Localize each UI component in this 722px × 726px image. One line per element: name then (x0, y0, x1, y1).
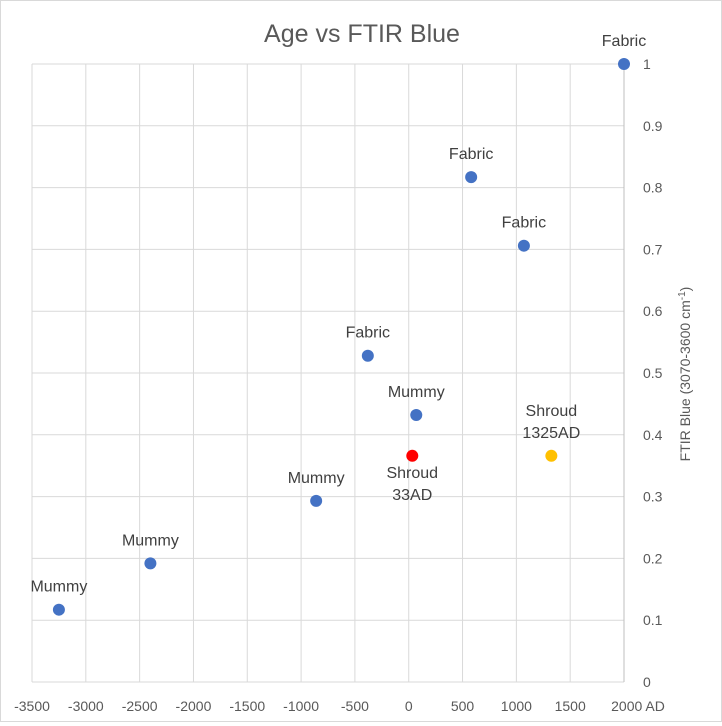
point-labels: Mummy Mummy Mummy Mummy Shroud 33AD Fabric Shro… (30, 33, 646, 596)
data-point (310, 494, 323, 507)
data-points (52, 58, 630, 616)
y-axis-title-suffix: ) (677, 287, 693, 292)
x-tick-label: -3000 (68, 698, 104, 714)
data-point-label: Shroud (386, 465, 438, 482)
data-point-label: Shroud (526, 403, 578, 420)
data-point-label: Fabric (602, 33, 646, 50)
y-tick-label: 0 (643, 674, 651, 690)
data-point (406, 449, 419, 462)
y-tick-label: 0.1 (643, 612, 663, 628)
y-axis-title-text: FTIR Blue (3070-3600 cm (677, 300, 693, 461)
y-tick-label: 0.8 (643, 180, 663, 196)
data-point (410, 409, 423, 422)
chart-title: Age vs FTIR Blue (264, 20, 460, 48)
x-tick-label: -2500 (122, 698, 158, 714)
data-point (52, 603, 65, 616)
data-point-label: Fabric (502, 215, 546, 232)
data-point-label: 33AD (392, 487, 432, 504)
y-tick-label: 0.7 (643, 241, 663, 257)
data-point (618, 58, 630, 70)
x-tick-label: 1000 (501, 698, 532, 714)
y-tick-label: 1 (643, 56, 651, 72)
y-tick-label: 0.3 (643, 489, 663, 505)
y-tick-label: 0.6 (643, 303, 663, 319)
y-axis-title: FTIR Blue (3070-3600 cm-1) (677, 287, 694, 462)
y-tick-label: 0.4 (643, 427, 663, 443)
x-tick-label: 2000 AD (611, 698, 665, 714)
y-tick-label: 0.2 (643, 550, 663, 566)
data-point (361, 349, 374, 362)
y-axis-title-superscript: -1 (677, 291, 688, 300)
x-tick-label: -2000 (176, 698, 212, 714)
x-tick-label: -1500 (229, 698, 265, 714)
data-point-label: Mummy (388, 384, 445, 401)
data-point-label: Mummy (288, 470, 345, 487)
data-point-label: 1325AD (522, 425, 580, 442)
data-point (465, 171, 478, 184)
y-tick-label: 0.5 (643, 365, 663, 381)
x-tick-label: -1000 (283, 698, 319, 714)
x-tick-label: 1500 (555, 698, 586, 714)
data-point-label: Mummy (122, 532, 179, 549)
grid-lines (31, 63, 625, 683)
y-tick-label: 0.9 (643, 118, 663, 134)
data-point-label: Fabric (449, 146, 493, 163)
data-point (144, 557, 157, 570)
x-tick-label: -3500 (14, 698, 50, 714)
data-point-label: Mummy (30, 579, 87, 596)
x-tick-label: 0 (405, 698, 413, 714)
data-point (517, 239, 530, 252)
data-point (545, 449, 558, 462)
x-tick-label: 500 (451, 698, 475, 714)
data-point-label: Fabric (346, 325, 390, 342)
x-tick-labels: -3500 -3000 -2500 -2000 -1500 -1000 -500 0 500 10… (14, 698, 665, 714)
y-tick-labels: 0 0.1 0.2 0.3 0.4 0.5 0.6 0.7 0.8 0.9 1 (643, 56, 663, 690)
x-tick-label: -500 (341, 698, 369, 714)
